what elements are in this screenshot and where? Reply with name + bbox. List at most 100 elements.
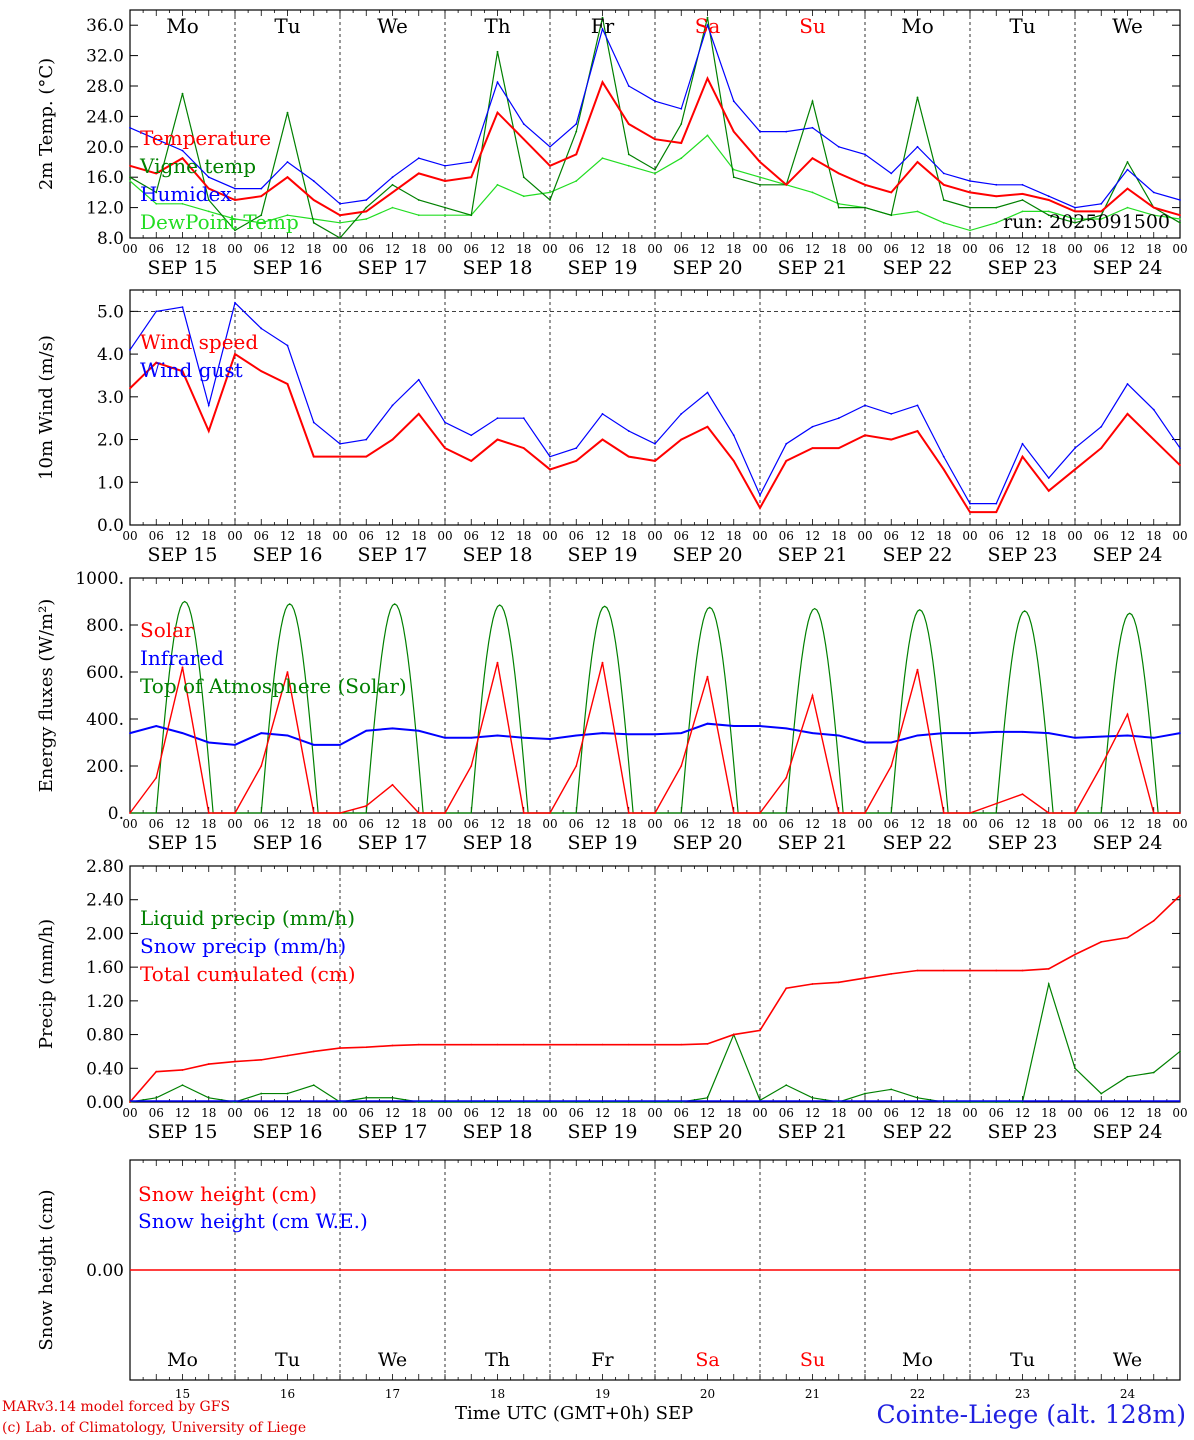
hour-tick-label: 06: [254, 242, 269, 256]
y-axis-label: Snow height (cm): [36, 1189, 57, 1350]
hour-tick-label: 00: [752, 1106, 767, 1120]
data-point: [207, 1063, 210, 1065]
data-point: [417, 378, 420, 381]
data-point: [916, 430, 919, 432]
hour-tick-label: 06: [884, 1106, 899, 1120]
data-point: [654, 168, 656, 171]
data-point: [654, 138, 656, 141]
data-point: [365, 1046, 368, 1049]
data-point: [470, 736, 473, 739]
data-point: [312, 1084, 315, 1087]
data-point: [1047, 983, 1050, 985]
data-point: [496, 81, 499, 84]
data-point: [181, 732, 184, 734]
day-number-label: 21: [805, 1387, 820, 1401]
data-point: [759, 812, 761, 814]
data-point: [969, 206, 971, 209]
weekday-label: We: [378, 1349, 407, 1371]
data-point: [417, 1043, 420, 1046]
data-point: [732, 460, 735, 462]
hour-tick-label: 00: [647, 817, 662, 831]
data-point: [916, 210, 919, 213]
weekday-label: Th: [485, 1349, 510, 1371]
hour-tick-label: 00: [227, 529, 242, 543]
date-label: SEP 22: [883, 832, 953, 854]
hour-tick-label: 18: [516, 817, 531, 831]
data-point: [759, 494, 761, 496]
hour-tick-label: 18: [726, 242, 741, 256]
hour-tick-label: 00: [962, 242, 977, 256]
data-point: [286, 161, 289, 163]
data-point: [286, 671, 289, 673]
data-point: [575, 734, 578, 737]
data-point: [759, 183, 761, 186]
hour-tick-label: 00: [1067, 1106, 1082, 1120]
data-point: [811, 694, 814, 697]
data-point: [1047, 199, 1050, 201]
data-point: [312, 743, 315, 746]
data-point: [1152, 1071, 1155, 1074]
data-point: [654, 1043, 656, 1046]
hour-tick-label: 06: [674, 242, 689, 256]
data-point: [837, 447, 840, 449]
date-label: SEP 15: [148, 832, 218, 854]
hour-tick-label: 12: [175, 1106, 190, 1120]
data-point: [549, 145, 551, 148]
weekday-label: Sa: [695, 1349, 719, 1371]
data-point: [1047, 489, 1050, 492]
data-point: [496, 183, 499, 186]
data-point: [1179, 732, 1181, 734]
hour-tick-label: 06: [674, 529, 689, 543]
data-point: [207, 741, 210, 744]
date-label: SEP 17: [358, 832, 428, 854]
data-point: [1152, 214, 1155, 217]
data-point: [549, 199, 551, 201]
hour-tick-label: 18: [201, 1106, 216, 1120]
hour-tick-label: 00: [1067, 529, 1082, 543]
data-point: [129, 126, 131, 129]
station-name: Cointe-Liege (alt. 128m): [876, 1400, 1186, 1429]
legend-entry: Wind gust: [140, 358, 243, 382]
data-point: [785, 460, 788, 462]
data-point: [1021, 199, 1024, 201]
data-point: [207, 1096, 210, 1099]
data-point: [601, 157, 604, 160]
weekday-label: Mo: [901, 14, 934, 38]
data-point: [706, 77, 709, 80]
data-point: [732, 725, 735, 727]
data-point: [339, 202, 341, 205]
data-point: [837, 206, 840, 209]
data-point: [1100, 765, 1103, 767]
data-point: [601, 413, 604, 415]
data-point: [942, 183, 945, 186]
y-tick-label: 36.0: [86, 16, 124, 36]
hour-tick-label: 00: [332, 817, 347, 831]
data-point: [1074, 221, 1076, 224]
data-point: [601, 16, 604, 19]
hour-tick-label: 06: [884, 817, 899, 831]
data-point: [444, 206, 446, 209]
hour-tick-label: 00: [332, 1106, 347, 1120]
data-point: [785, 727, 788, 730]
data-point: [365, 210, 368, 213]
data-point: [969, 732, 971, 734]
data-point: [916, 96, 919, 99]
data-point: [207, 404, 210, 407]
hour-tick-label: 00: [647, 529, 662, 543]
data-point: [470, 214, 473, 217]
weekday-label: Tu: [275, 1349, 300, 1371]
data-point: [1126, 734, 1129, 737]
data-point: [365, 805, 368, 807]
hour-tick-label: 06: [884, 242, 899, 256]
data-point: [417, 729, 420, 732]
data-point: [339, 1047, 341, 1049]
hour-tick-label: 12: [595, 817, 610, 831]
data-point: [1126, 936, 1129, 939]
data-point: [680, 765, 683, 767]
data-point: [575, 180, 578, 182]
data-point: [575, 123, 578, 125]
hour-tick-label: 00: [752, 242, 767, 256]
data-point: [234, 743, 236, 746]
data-point: [837, 981, 840, 984]
